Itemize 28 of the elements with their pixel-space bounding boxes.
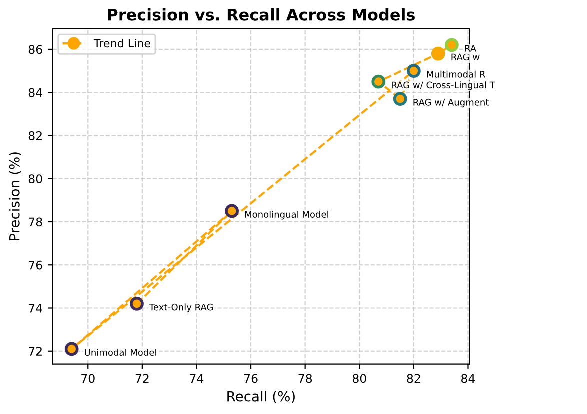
legend-label: Trend Line [94, 38, 150, 48]
y-axis-title: Precision (%) [9, 152, 22, 240]
x-tick-label: 70 [82, 374, 95, 384]
annotation: Multimodal R [427, 70, 486, 78]
annotation: RAG w [452, 54, 480, 61]
x-tick-label: 74 [190, 374, 204, 384]
y-tick-label: 78 [29, 218, 42, 227]
x-tick-label: 72 [136, 374, 149, 384]
y-tick-label: 74 [29, 304, 42, 313]
y-tick-label: 76 [29, 260, 42, 270]
annotation: RAG w/ Augment [414, 99, 489, 108]
x-tick-label: 80 [352, 374, 366, 384]
y-tick-label: 72 [29, 347, 42, 356]
y-tick-label: 86 [28, 45, 42, 54]
x-axis-title: Recall (%) [228, 391, 295, 404]
y-tick-label: 84 [28, 88, 42, 98]
annotation: RA [465, 45, 476, 52]
y-tick-label: 80 [28, 174, 42, 184]
x-tick-label: 78 [298, 374, 312, 384]
annotation: RAG w/ Cross-Lingual T [392, 82, 496, 90]
x-tick-label: 82 [407, 374, 420, 384]
x-tick-label: 84 [462, 374, 476, 384]
annotation: Monolingual Model [245, 211, 328, 220]
annotation: Text-Only RAG [149, 304, 213, 312]
chart-title: Precision vs. Recall Across Models [108, 8, 415, 21]
x-tick-label: 76 [244, 374, 258, 384]
annotation: Unimodal Model [85, 349, 156, 356]
y-tick-label: 82 [28, 131, 42, 140]
